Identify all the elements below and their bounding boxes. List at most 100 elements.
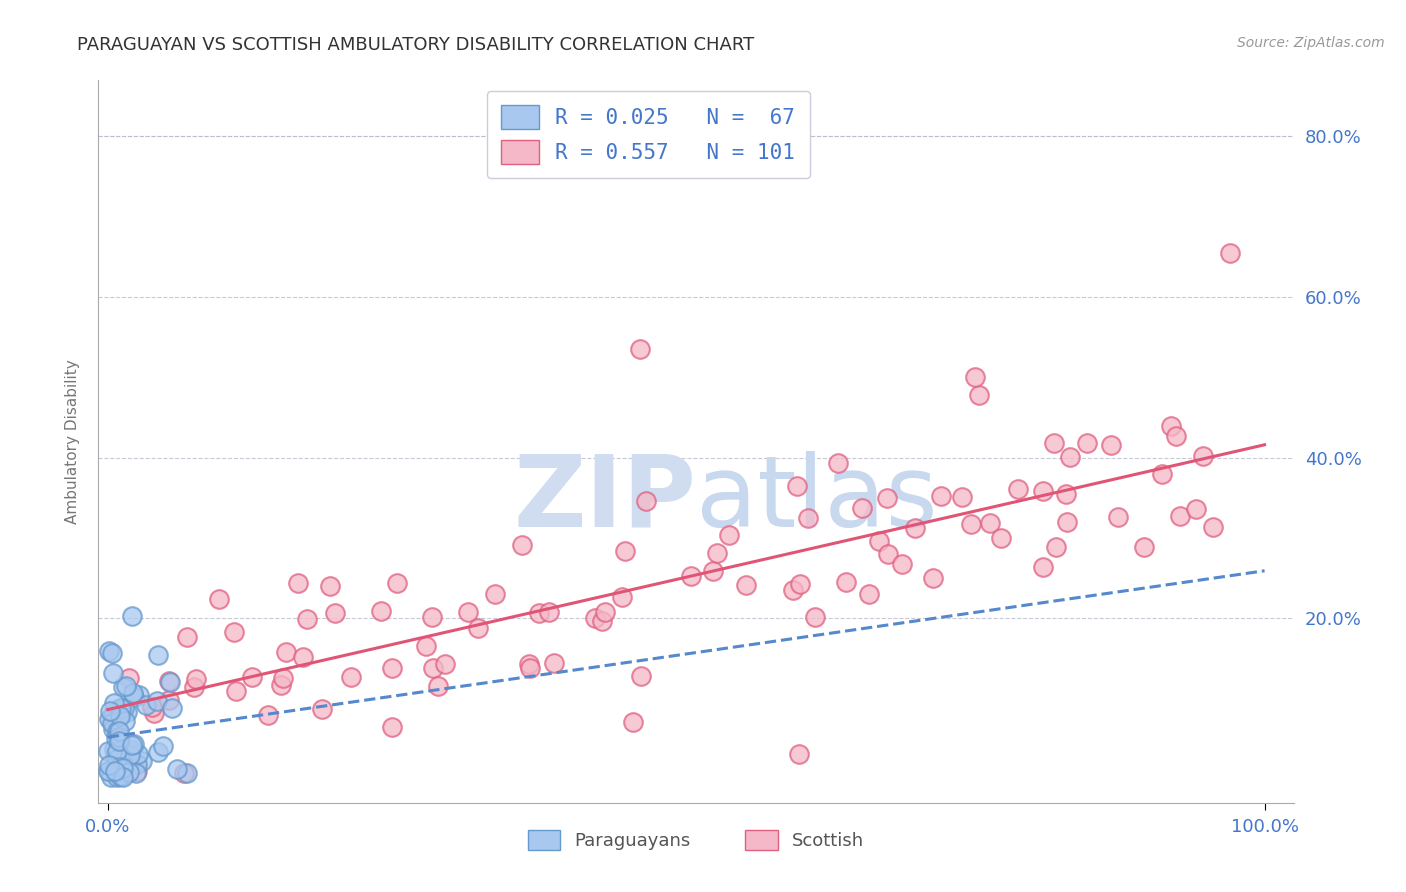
Point [98, 712, 121, 726]
Point [105, 724, 128, 739]
Point [122, 686, 145, 700]
Point [159, 675, 181, 690]
Point [1059, 450, 1081, 464]
Point [1202, 519, 1225, 533]
Point [990, 531, 1012, 545]
Point [735, 577, 758, 591]
Point [121, 608, 143, 623]
Text: ZIP: ZIP [513, 450, 696, 548]
Point [240, 669, 263, 683]
Point [143, 706, 166, 721]
Point [101, 715, 124, 730]
Point [107, 756, 129, 770]
Point [786, 478, 808, 492]
Point [876, 491, 898, 505]
Legend: Paraguayans, Scottish: Paraguayans, Scottish [519, 821, 873, 859]
Point [120, 753, 142, 767]
Point [98, 643, 121, 657]
Point [135, 698, 157, 712]
Point [890, 558, 912, 572]
Point [340, 670, 363, 684]
Point [681, 568, 703, 582]
Point [630, 669, 652, 683]
Y-axis label: Ambulatory Disability: Ambulatory Disability [65, 359, 80, 524]
Point [457, 605, 479, 619]
Point [257, 708, 280, 723]
Point [634, 493, 657, 508]
Point [621, 714, 644, 729]
Point [433, 657, 456, 671]
Point [718, 527, 741, 541]
Point [124, 690, 146, 705]
Point [868, 534, 890, 549]
Point [1099, 438, 1122, 452]
Point [922, 572, 945, 586]
Point [100, 770, 122, 784]
Point [979, 516, 1001, 530]
Point [426, 679, 449, 693]
Point [125, 757, 148, 772]
Point [593, 605, 616, 619]
Text: atlas: atlas [696, 450, 938, 548]
Point [108, 760, 131, 774]
Point [104, 747, 127, 762]
Point [157, 692, 180, 706]
Point [537, 606, 560, 620]
Point [97, 744, 120, 758]
Point [415, 640, 437, 654]
Point [782, 583, 804, 598]
Point [114, 714, 136, 729]
Point [115, 679, 138, 693]
Point [271, 671, 294, 685]
Point [112, 700, 135, 714]
Point [208, 591, 231, 606]
Point [1219, 245, 1241, 260]
Point [804, 609, 827, 624]
Point [1164, 428, 1187, 442]
Point [107, 731, 129, 745]
Point [420, 610, 443, 624]
Point [1160, 418, 1182, 433]
Point [117, 765, 139, 780]
Point [422, 661, 444, 675]
Point [127, 764, 149, 778]
Point [797, 511, 820, 525]
Point [103, 665, 125, 680]
Point [118, 671, 141, 685]
Point [162, 701, 184, 715]
Point [270, 678, 292, 692]
Point [1150, 467, 1173, 481]
Point [1056, 515, 1078, 529]
Point [157, 673, 180, 688]
Point [385, 576, 408, 591]
Point [101, 706, 124, 720]
Point [323, 606, 346, 620]
Point [146, 648, 169, 662]
Point [112, 756, 135, 770]
Point [110, 701, 132, 715]
Point [370, 604, 392, 618]
Point [111, 764, 134, 779]
Point [176, 631, 198, 645]
Point [111, 765, 134, 780]
Point [467, 621, 489, 635]
Point [960, 517, 983, 532]
Point [98, 764, 121, 778]
Point [112, 680, 135, 694]
Point [97, 757, 120, 772]
Point [950, 490, 973, 504]
Point [287, 575, 309, 590]
Point [835, 575, 858, 590]
Point [121, 738, 143, 752]
Point [1054, 487, 1077, 501]
Point [104, 764, 127, 778]
Point [702, 564, 724, 578]
Point [876, 547, 898, 561]
Point [118, 747, 141, 762]
Point [173, 766, 195, 780]
Point [103, 718, 125, 732]
Point [381, 661, 404, 675]
Point [527, 606, 550, 620]
Point [131, 755, 153, 769]
Point [125, 765, 148, 780]
